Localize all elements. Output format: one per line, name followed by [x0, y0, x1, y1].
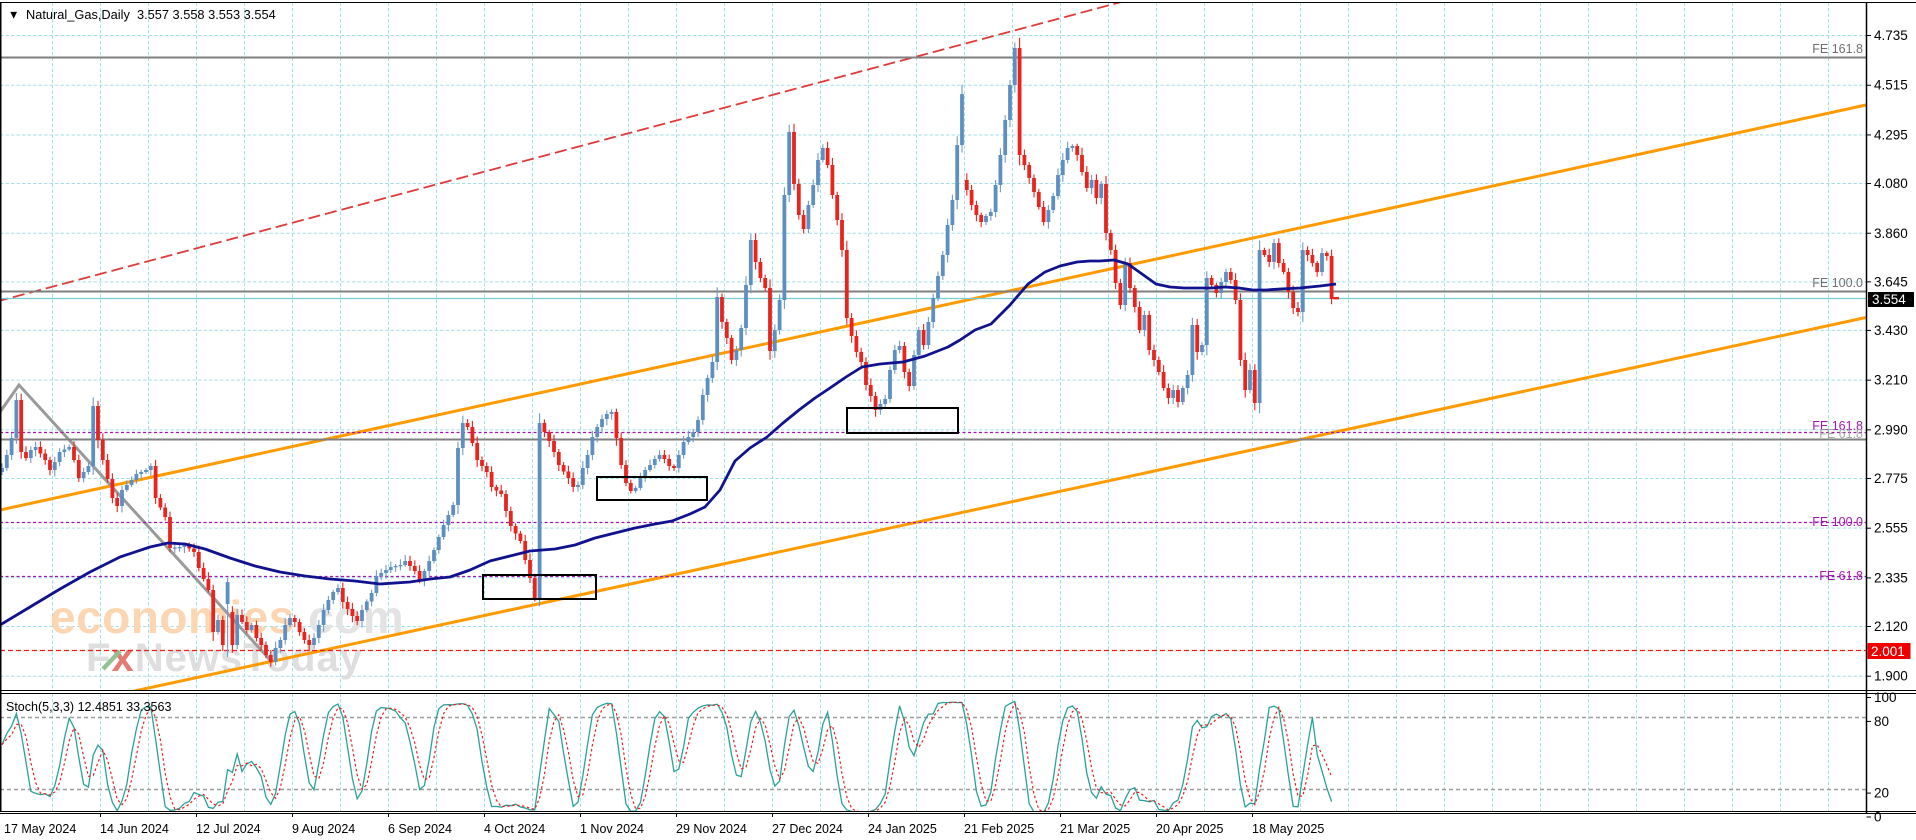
svg-text:21 Mar 2025: 21 Mar 2025: [1060, 822, 1130, 836]
svg-text:21 Feb 2025: 21 Feb 2025: [964, 822, 1034, 836]
svg-text:2.990: 2.990: [1874, 422, 1908, 437]
svg-text:20 Apr 2025: 20 Apr 2025: [1156, 822, 1223, 836]
svg-text:Natural_Gas,Daily 3.557 3.558: Natural_Gas,Daily 3.557 3.558 3.553 3.55…: [26, 7, 276, 22]
svg-text:Stoch(5,3,3) 12.4851 33.3563: Stoch(5,3,3) 12.4851 33.3563: [6, 700, 171, 714]
svg-text:FE 100.0: FE 100.0: [1812, 276, 1863, 290]
svg-text:17 May 2024: 17 May 2024: [4, 822, 76, 836]
svg-text:14 Jun 2024: 14 Jun 2024: [100, 822, 169, 836]
svg-text:FE 61.8: FE 61.8: [1819, 427, 1863, 441]
svg-text:18 May 2025: 18 May 2025: [1252, 822, 1324, 836]
svg-text:FE 100.0: FE 100.0: [1812, 515, 1863, 529]
svg-text:FE 161.8: FE 161.8: [1812, 419, 1863, 433]
svg-text:9 Aug 2024: 9 Aug 2024: [292, 822, 355, 836]
svg-text:3.554: 3.554: [1872, 292, 1906, 307]
svg-text:1 Nov 2024: 1 Nov 2024: [580, 822, 644, 836]
svg-text:4.080: 4.080: [1874, 176, 1908, 191]
svg-text:2.120: 2.120: [1874, 619, 1908, 634]
svg-text:4 Oct 2024: 4 Oct 2024: [484, 822, 545, 836]
svg-text:2.335: 2.335: [1874, 570, 1908, 585]
svg-text:2.001: 2.001: [1871, 644, 1905, 659]
svg-text:0: 0: [1874, 810, 1882, 825]
svg-text:20: 20: [1874, 786, 1889, 801]
svg-text:3.645: 3.645: [1874, 274, 1908, 289]
svg-text:4.735: 4.735: [1874, 28, 1908, 43]
svg-text:▼: ▼: [8, 10, 19, 22]
svg-text:2.775: 2.775: [1874, 471, 1908, 486]
svg-text:3.210: 3.210: [1874, 373, 1908, 388]
svg-text:1.900: 1.900: [1874, 669, 1908, 684]
svg-text:27 Dec 2024: 27 Dec 2024: [772, 822, 843, 836]
svg-text:3.430: 3.430: [1874, 323, 1908, 338]
svg-text:12 Jul 2024: 12 Jul 2024: [196, 822, 261, 836]
svg-text:3.860: 3.860: [1874, 226, 1908, 241]
svg-text:4.295: 4.295: [1874, 127, 1908, 142]
svg-text:FE 161.8: FE 161.8: [1812, 42, 1863, 56]
svg-text:29 Nov 2024: 29 Nov 2024: [676, 822, 747, 836]
svg-text:6 Sep 2024: 6 Sep 2024: [388, 822, 452, 836]
svg-text:2.555: 2.555: [1874, 521, 1908, 536]
svg-text:FE 61.8: FE 61.8: [1819, 569, 1863, 583]
svg-text:80: 80: [1874, 714, 1889, 729]
svg-text:24 Jan 2025: 24 Jan 2025: [868, 822, 937, 836]
svg-text:4.515: 4.515: [1874, 78, 1908, 93]
svg-text:100: 100: [1874, 690, 1897, 705]
